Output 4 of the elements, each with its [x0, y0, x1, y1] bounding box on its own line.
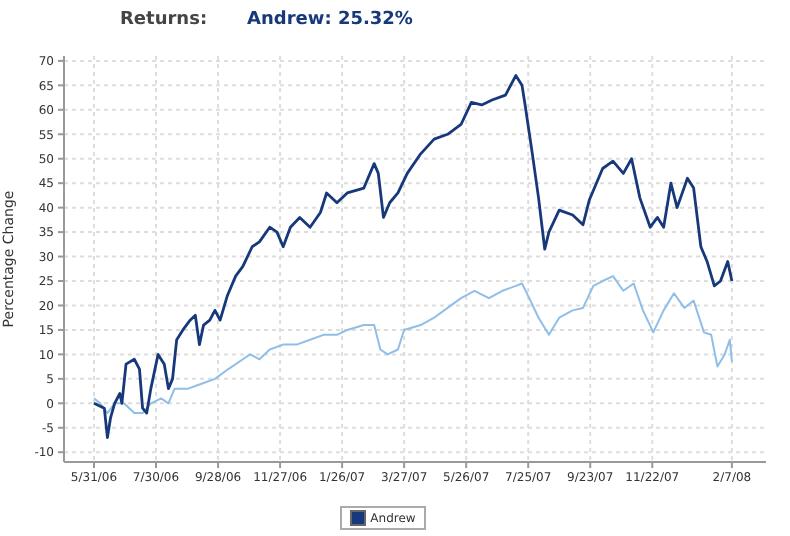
- line-series: [92, 74, 734, 439]
- chart-title: Returns:: [120, 10, 208, 30]
- chart-subtitle: Andrew: 25.32%: [247, 10, 413, 30]
- line-series: [92, 275, 733, 415]
